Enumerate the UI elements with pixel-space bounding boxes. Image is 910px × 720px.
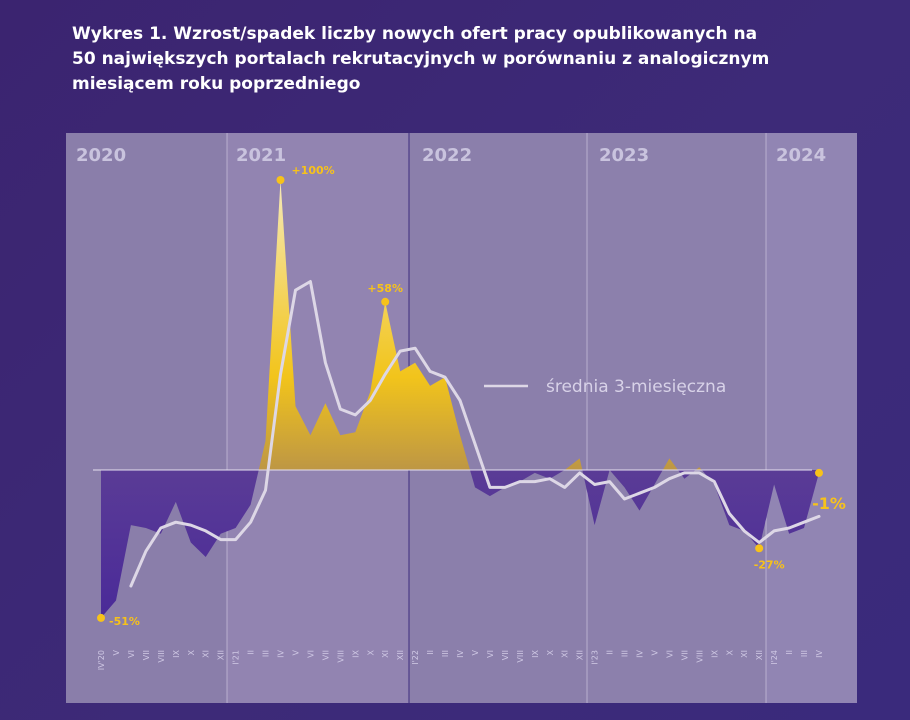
- average-line: [129, 280, 821, 588]
- month-tick-label: VI: [665, 650, 674, 658]
- monthly-area-negative: [101, 470, 819, 618]
- month-tick-label: X: [546, 649, 555, 655]
- month-tick-label: IX: [172, 649, 181, 657]
- month-tick-label: IV: [277, 649, 286, 657]
- month-tick-label: XII: [755, 650, 764, 660]
- month-tick-label: II: [606, 650, 615, 655]
- month-tick-label: IV: [636, 649, 645, 657]
- month-tick-label: VIII: [157, 650, 166, 663]
- annotation-dot: [815, 468, 823, 477]
- month-tick-label: XII: [217, 650, 226, 660]
- month-tick-label: XI: [740, 650, 749, 658]
- annotation-label: +100%: [292, 164, 335, 177]
- monthly-area-positive: [101, 180, 819, 470]
- annotation-dot: [97, 613, 105, 622]
- month-tick-label: III: [800, 650, 809, 657]
- month-tick-label: X: [725, 649, 734, 655]
- month-tick-label: XII: [576, 650, 585, 660]
- month-tick-label: VIII: [516, 650, 525, 663]
- month-tick-label: VI: [306, 650, 315, 658]
- month-tick-label: II: [426, 650, 435, 655]
- month-tick-label: V: [112, 649, 121, 655]
- month-tick-label: IV'20: [97, 650, 106, 670]
- month-tick-label: V: [471, 649, 480, 655]
- year-band-2020: [66, 133, 227, 703]
- month-tick-label: II: [785, 650, 794, 655]
- month-tick-label: V: [650, 649, 659, 655]
- month-tick-label: VI: [127, 650, 136, 658]
- year-label: 2022: [422, 145, 472, 166]
- month-tick-label: XI: [381, 650, 390, 658]
- month-tick-label: VII: [321, 650, 330, 660]
- annotation-dot: [276, 176, 285, 184]
- month-tick-label: VII: [501, 650, 510, 660]
- chart-title: Wykres 1. Wzrost/spadek liczby nowych of…: [72, 24, 770, 94]
- month-tick-label: XII: [396, 650, 405, 660]
- month-tick-label: IX: [351, 649, 360, 657]
- month-tick-label: I'21: [232, 650, 241, 665]
- month-tick-label: XI: [561, 650, 570, 658]
- year-label: 2024: [776, 145, 826, 166]
- month-tick-label: IV: [456, 649, 465, 657]
- year-label: 2023: [599, 145, 649, 166]
- month-tick-label: I'23: [591, 650, 600, 665]
- month-tick-label: X: [366, 649, 375, 655]
- month-tick-label: IV: [815, 649, 824, 657]
- month-tick-label: III: [441, 650, 450, 657]
- month-tick-label: I'24: [770, 650, 779, 665]
- year-band-2023: [587, 133, 766, 703]
- month-tick-label: VIII: [336, 650, 345, 663]
- month-tick-label: VII: [680, 650, 689, 660]
- year-label: 2020: [76, 145, 126, 166]
- year-label: 2021: [236, 145, 286, 166]
- month-tick-label: I'22: [411, 650, 420, 665]
- month-tick-label: VIII: [695, 650, 704, 663]
- month-tick-label: V: [291, 649, 300, 655]
- annotation-label: +58%: [367, 282, 403, 295]
- month-tick-label: III: [621, 650, 630, 657]
- annotation-dot: [755, 544, 764, 553]
- month-tick-label: II: [247, 650, 256, 655]
- month-tick-label: VII: [142, 650, 151, 660]
- month-tick-label: VI: [486, 650, 495, 658]
- annotation-label: -27%: [754, 558, 785, 571]
- annotation-label: -51%: [109, 615, 140, 628]
- month-tick-label: XI: [202, 650, 211, 658]
- year-band-2024: [766, 133, 857, 703]
- month-tick-label: IX: [710, 649, 719, 657]
- annotation-label: -1%: [812, 494, 846, 513]
- month-tick-label: III: [262, 650, 271, 657]
- month-tick-label: IX: [531, 649, 540, 657]
- legend-label: średnia 3-miesięczna: [546, 377, 726, 397]
- annotation-dot: [381, 297, 390, 306]
- month-tick-label: X: [187, 649, 196, 655]
